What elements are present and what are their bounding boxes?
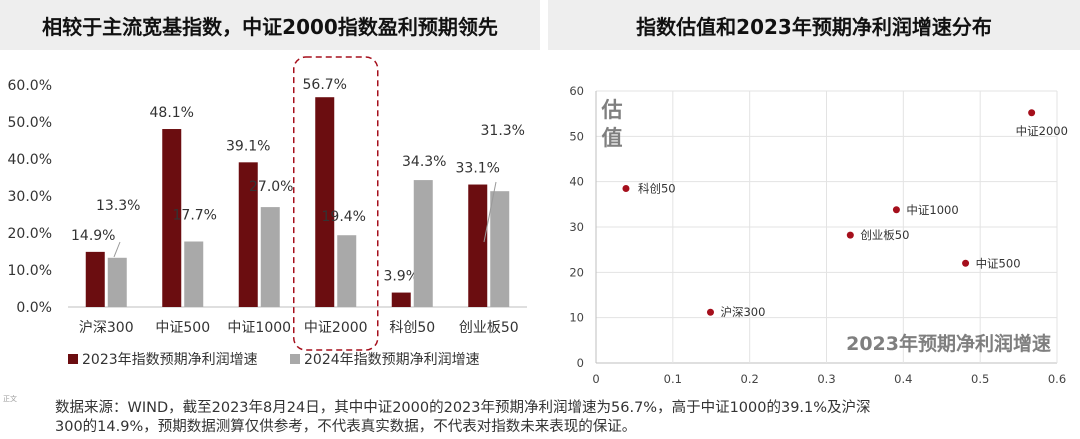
bar-2-中证2000	[337, 235, 357, 307]
point-label: 沪深300	[720, 305, 765, 319]
data-label: 33.1%	[456, 161, 500, 177]
bar-2-创业板50	[490, 191, 510, 307]
point-label: 创业板50	[860, 228, 909, 242]
data-label: 56.7%	[303, 77, 347, 93]
data-label: 3.9%	[383, 269, 419, 285]
y-tick-label: 0.0%	[16, 300, 52, 316]
side-mark: 正文	[3, 395, 17, 403]
point-label: 中证500	[976, 256, 1021, 270]
y-tick-label: 50.0%	[8, 115, 52, 131]
point-沪深300	[706, 308, 714, 316]
data-label: 48.1%	[150, 105, 194, 121]
point-中证2000	[1028, 109, 1036, 117]
bar-1-创业板50	[468, 184, 488, 307]
x-tick-label: 0.6	[1048, 372, 1066, 386]
footnote-line-2: 300的14.9%，预期数据测算仅供参考，不代表真实数据，不代表对指数未来表现的…	[55, 419, 637, 435]
y-tick-label: 40.0%	[8, 152, 52, 168]
x-tick-label: 0.3	[817, 372, 835, 386]
highlight-box	[293, 56, 379, 351]
data-label: 27.0%	[249, 179, 293, 195]
y-tick-label: 40	[569, 175, 584, 189]
point-label: 中证1000	[906, 203, 958, 217]
legend-label-1: 2023年指数预期净利润增速	[82, 352, 258, 368]
data-label: 14.9%	[71, 228, 115, 244]
y-tick-label: 0	[577, 356, 584, 370]
y-tick-label: 30	[569, 220, 584, 234]
point-label: 科创50	[638, 181, 676, 195]
y-tick-label: 30.0%	[8, 189, 52, 205]
data-label: 19.4%	[322, 209, 366, 225]
y-tick-label: 60	[569, 84, 584, 98]
footnote: 数据来源：WIND，截至2023年8月24日，其中中证2000的2023年预期净…	[55, 399, 1055, 437]
x-tick-label: 0.1	[664, 372, 682, 386]
y-tick-label: 60.0%	[8, 78, 52, 94]
x-tick-label: 沪深300	[79, 320, 134, 336]
bar-2-科创50	[413, 180, 433, 307]
data-label: 13.3%	[96, 198, 140, 214]
data-label: 39.1%	[226, 138, 270, 154]
x-tick-label: 中证2000	[304, 320, 368, 336]
x-tick-label: 中证1000	[227, 320, 291, 336]
footnote-line-1: 数据来源：WIND，截至2023年8月24日，其中中证2000的2023年预期净…	[55, 400, 871, 416]
x-tick-label: 0.5	[971, 372, 989, 386]
point-中证500	[962, 259, 970, 267]
scatter-chart: 0 10 20 30 40 50 60 0 0.1 0.2 0.3 0.4 0.5 0.6 估值 2023年预…	[569, 84, 1068, 386]
y-tick-label: 10.0%	[8, 263, 52, 279]
bar-1-中证2000	[315, 97, 335, 308]
bar-1-沪深300	[85, 251, 105, 307]
leader-line	[483, 181, 497, 243]
x-axis-title: 2023年预期净利润增速	[846, 332, 1051, 355]
bar-1-科创50	[391, 292, 411, 307]
point-科创50	[622, 184, 630, 192]
bar-2-沪深300	[107, 257, 127, 307]
leader-line	[113, 241, 121, 258]
bar-chart: 0.0% 10.0% 20.0% 30.0% 40.0% 50.0% 60.0% 14.9% 1…	[8, 56, 527, 368]
bar-1-中证1000	[238, 162, 258, 307]
x-tick-label: 0.2	[741, 372, 759, 386]
point-label: 中证2000	[1016, 124, 1068, 138]
y-tick-label: 20.0%	[8, 226, 52, 242]
x-tick-label: 中证500	[155, 320, 210, 336]
y-tick-label: 20	[569, 265, 584, 279]
x-tick-label: 创业板50	[459, 320, 519, 336]
y-tick-label: 50	[569, 129, 584, 143]
x-tick-label: 科创50	[389, 320, 435, 336]
bar-1-中证500	[162, 129, 182, 307]
legend-swatch-1	[68, 354, 78, 364]
data-label: 17.7%	[173, 208, 217, 224]
point-创业板50	[846, 231, 854, 239]
bar-2-中证500	[184, 241, 204, 307]
y-axis-title: 值	[602, 126, 623, 150]
left-chart-title: 相较于主流宽基指数，中证2000指数盈利预期领先	[0, 0, 540, 50]
y-axis-title: 估	[601, 98, 623, 122]
data-label: 34.3%	[402, 154, 446, 170]
x-tick-label: 0.4	[894, 372, 912, 386]
y-tick-label: 10	[569, 311, 584, 325]
legend-swatch-2	[290, 354, 300, 364]
point-中证1000	[892, 206, 900, 214]
legend-label-2: 2024年指数预期净利润增速	[304, 352, 480, 368]
right-chart-title: 指数估值和2023年预期净利润增速分布	[548, 0, 1080, 50]
data-label: 31.3%	[481, 123, 525, 139]
x-tick-label: 0	[592, 372, 599, 386]
bar-2-中证1000	[260, 207, 280, 307]
